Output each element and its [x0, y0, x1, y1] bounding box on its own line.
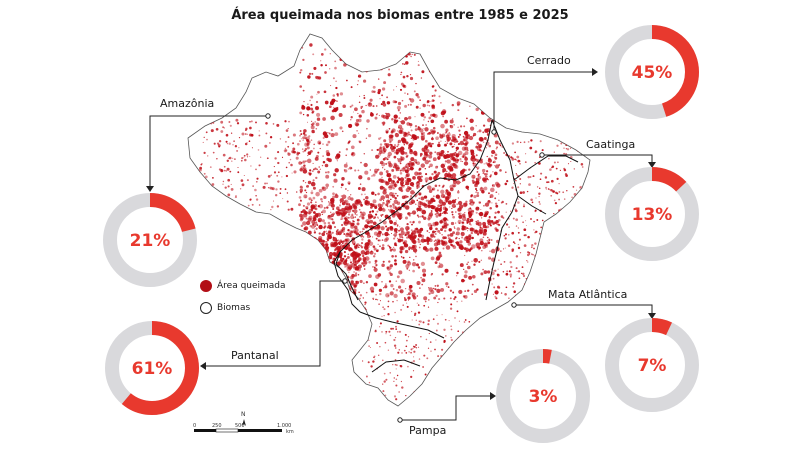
donut-value-cerrado: 45%	[632, 63, 673, 83]
donut-value-mata: 7%	[638, 356, 667, 376]
donut-value-pantanal: 61%	[132, 359, 173, 379]
legend-biomes-swatch	[200, 302, 212, 314]
donut-arc-mata	[605, 318, 699, 412]
legend-biomes: Biomas	[200, 302, 250, 314]
legend-biomes-label: Biomas	[217, 303, 251, 313]
burned-area-layer	[198, 39, 586, 401]
north-arrow-icon	[242, 419, 246, 426]
donut-arc-pantanal	[105, 321, 199, 415]
donut-pampa: 3%	[496, 349, 590, 443]
biome-boundaries	[333, 119, 579, 373]
north-label: N	[241, 411, 246, 418]
arrowhead-icon	[146, 186, 154, 192]
donut-arc-cerrado	[605, 25, 699, 119]
donut-arc-amazonia	[103, 193, 197, 287]
donut-value-amazonia: 21%	[130, 231, 171, 251]
biome-label-pantanal: Pantanal	[231, 349, 279, 362]
amazonia-cerrado-boundary	[335, 119, 493, 301]
arrowhead-icon	[200, 362, 206, 370]
pantanal-leader	[204, 280, 345, 367]
chart-title: Área queimada nos biomas entre 1985 e 20…	[231, 8, 569, 23]
biome-label-amazonia: Amazônia	[160, 97, 215, 110]
biome-label-caatinga: Caatinga	[586, 138, 636, 151]
north-arrow: N	[241, 411, 246, 426]
pampa-boundary	[371, 359, 421, 373]
donut-arc-pampa	[496, 349, 590, 443]
caatinga-south-boundary	[517, 195, 547, 215]
pantanal-boundary	[333, 251, 361, 313]
arrowhead-icon	[648, 162, 656, 168]
donut-arc-caatinga	[605, 167, 699, 261]
biome-label-pampa: Pampa	[409, 424, 447, 437]
scale-tick-500: 500	[235, 423, 245, 429]
caatinga-leader	[542, 154, 653, 165]
cerrado-leader	[493, 71, 596, 132]
donut-cerrado: 45%	[605, 25, 699, 119]
leader-dots	[265, 113, 545, 423]
scale-unit: km	[286, 429, 294, 435]
scale-tick-0: 0	[193, 423, 196, 429]
scale-tick-250: 250	[212, 423, 222, 429]
legend-burned-label: Área queimada	[217, 281, 286, 291]
donut-mata: 7%	[605, 318, 699, 412]
caatinga-north-boundary	[513, 155, 579, 181]
arrowhead-icon	[648, 313, 656, 319]
donut-caatinga: 13%	[605, 167, 699, 261]
pampa-leader	[400, 395, 492, 421]
donut-value-pampa: 3%	[529, 387, 558, 407]
biome-label-mata-atlantica: Mata Atlântica	[548, 288, 628, 301]
donut-amazonia: 21%	[103, 193, 197, 287]
legend-burned: Área queimada	[200, 280, 286, 292]
arrowhead-icon	[490, 392, 496, 400]
arrowhead-icon	[592, 68, 598, 76]
mata-boundary	[359, 311, 445, 339]
donut-pantanal: 61%	[105, 321, 199, 415]
amazonia-leader	[149, 115, 268, 190]
country-outline	[187, 33, 591, 407]
biome-label-cerrado: Cerrado	[527, 54, 571, 67]
legend-burned-swatch	[200, 280, 212, 292]
donut-value-caatinga: 13%	[632, 205, 673, 225]
scale-tick-1000: 1.000	[277, 423, 291, 429]
cerrado-caatinga-boundary	[485, 119, 519, 301]
mata-leader	[514, 304, 653, 316]
